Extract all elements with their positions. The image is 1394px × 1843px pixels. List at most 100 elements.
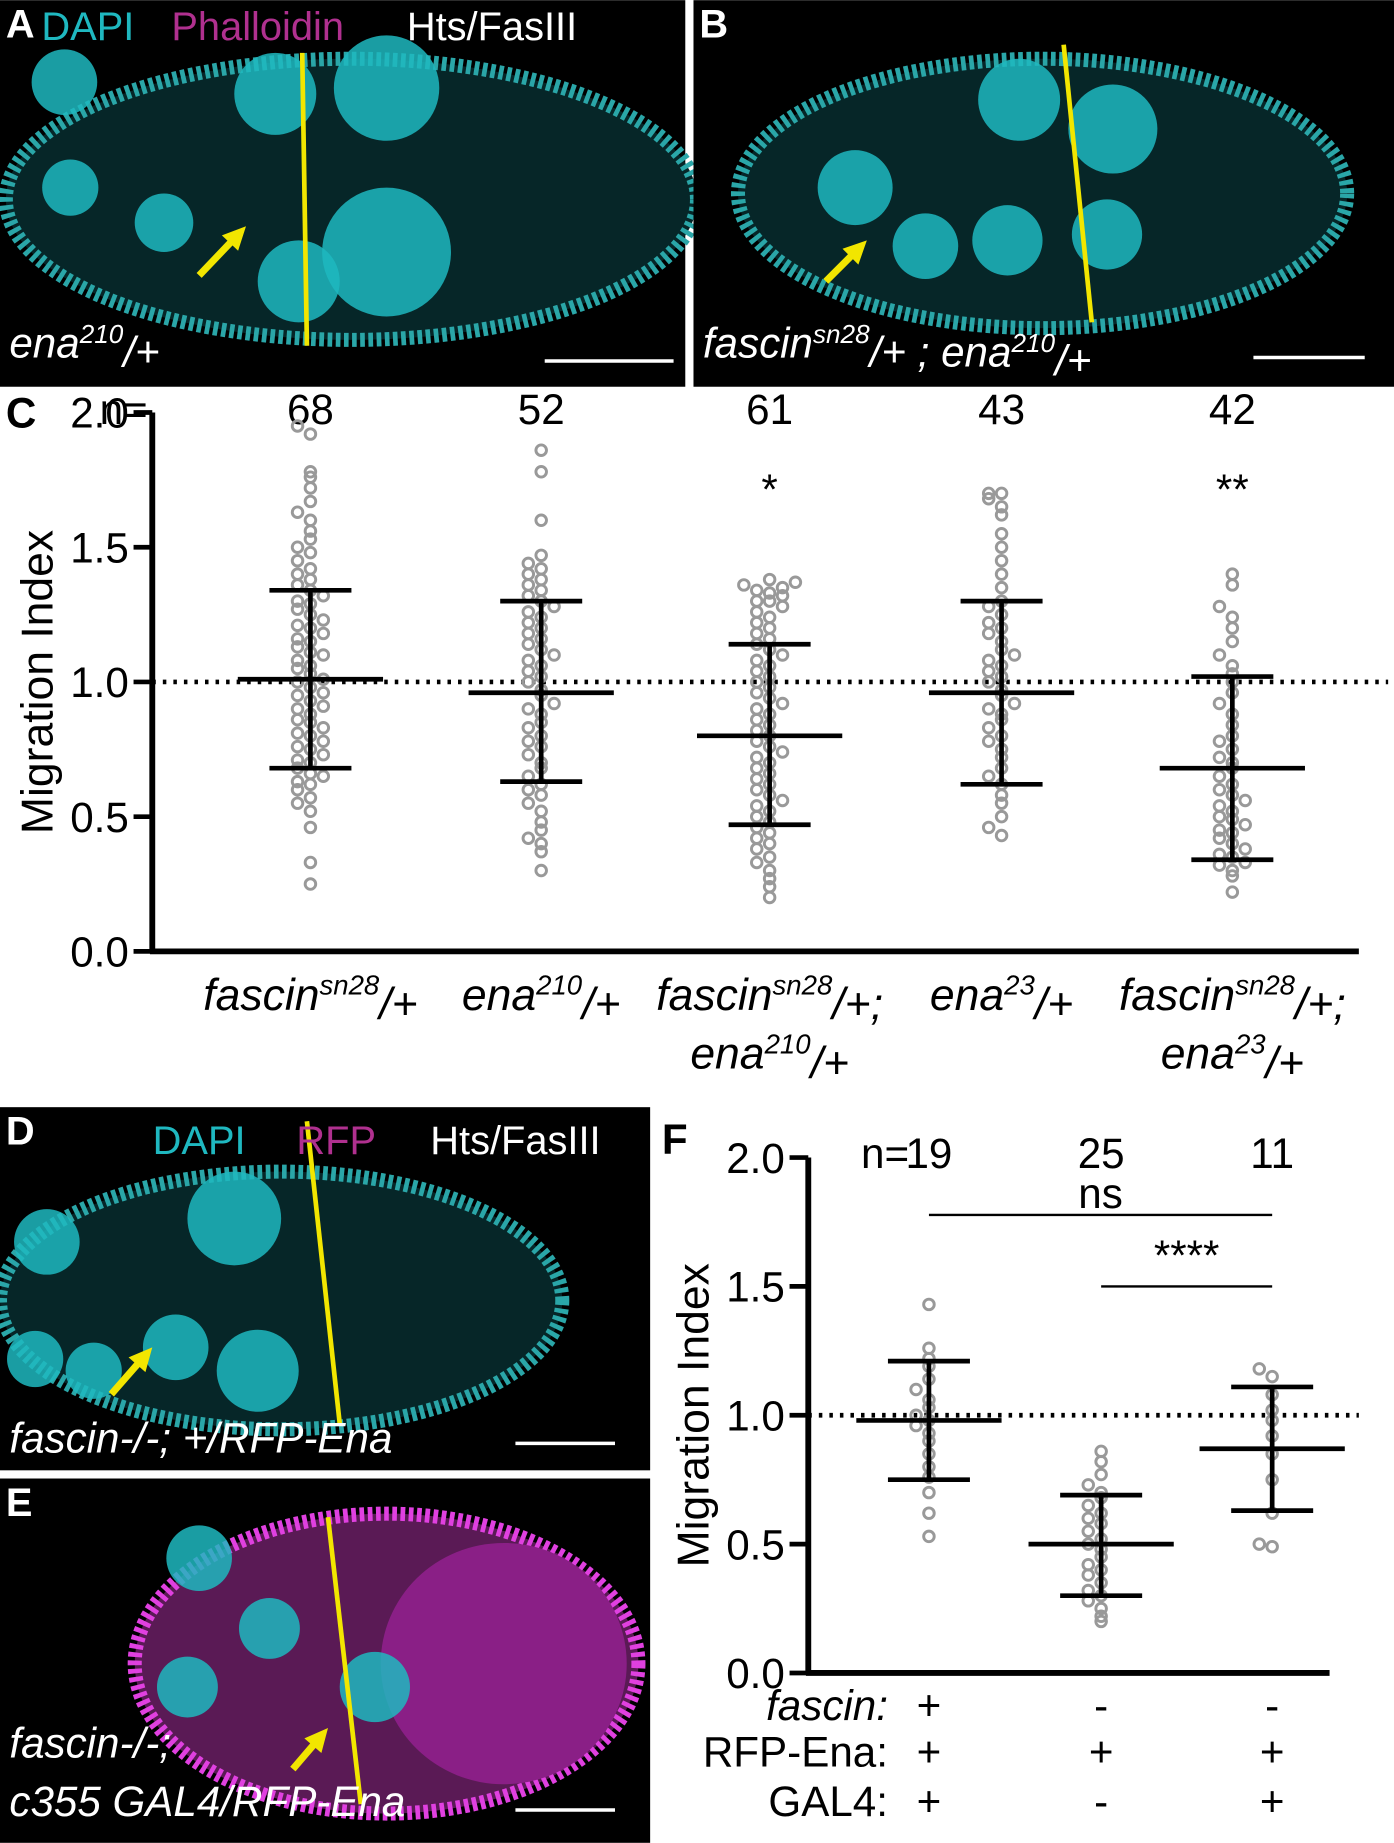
panel-letter: B <box>699 3 728 47</box>
genotype-cell: + <box>917 1682 942 1729</box>
data-point <box>547 648 561 662</box>
panel-letter: C <box>6 390 36 437</box>
superscript: sn28 <box>319 970 379 1001</box>
data-point <box>303 470 318 484</box>
data-point <box>534 513 548 528</box>
data-point <box>750 855 764 870</box>
text-part: ena <box>1161 1030 1235 1079</box>
text-part: fascin-/-; +/RFP-Ena <box>9 1415 392 1462</box>
superscript: 210 <box>79 319 124 349</box>
data-point <box>534 443 548 457</box>
stain-label: Hts/FasIII <box>430 1119 600 1163</box>
data-point <box>534 836 548 851</box>
comparison-label: **** <box>1154 1232 1220 1279</box>
text-part: /+ <box>120 328 159 375</box>
data-point <box>775 588 790 603</box>
row-label: RFP-Ena: <box>703 1729 888 1776</box>
data-point <box>290 712 305 727</box>
superscript: sn28 <box>772 970 832 1001</box>
data-point <box>762 871 777 886</box>
data-point <box>762 890 777 905</box>
arrow-head <box>128 1347 153 1373</box>
data-point <box>316 648 331 662</box>
data-point <box>1212 750 1227 765</box>
label-text: ena23/+ <box>930 970 1073 1029</box>
label-text: fascinsn28/+ <box>203 970 417 1029</box>
arrow-head <box>221 226 246 251</box>
data-point <box>750 664 764 678</box>
data-point <box>290 419 305 433</box>
data-point <box>1007 696 1022 711</box>
text-part: fascin <box>1119 971 1235 1020</box>
position-line <box>299 52 310 346</box>
text-part: /+ ; ena <box>867 328 1012 375</box>
data-point <box>981 769 996 783</box>
stain-label: Hts/FasIII <box>407 5 577 49</box>
data-point <box>290 782 305 797</box>
data-point <box>521 664 536 678</box>
n-value: 61 <box>746 386 793 433</box>
data-point <box>290 618 305 633</box>
data-point <box>981 653 996 668</box>
data-point <box>521 831 536 845</box>
y-tick-label: 1.0 <box>70 659 129 706</box>
y-tick-label: 2.0 <box>70 390 129 437</box>
data-point <box>534 788 548 802</box>
stain-label: Phalloidin <box>171 5 344 49</box>
data-point <box>775 745 790 759</box>
data-point <box>1225 863 1240 878</box>
data-point <box>521 626 536 641</box>
nucleus <box>7 1330 64 1388</box>
data-point <box>994 580 1009 595</box>
text-part: /+ <box>1263 1039 1304 1088</box>
superscript: sn28 <box>1235 970 1295 1001</box>
data-point <box>521 578 536 592</box>
y-tick-label: 1.5 <box>70 524 129 571</box>
data-point <box>981 702 996 716</box>
genotype-cell: - <box>1265 1682 1279 1729</box>
data-point <box>521 615 536 630</box>
genotype-cell: - <box>1094 1778 1108 1825</box>
data-point <box>994 540 1009 554</box>
data-point <box>981 820 996 835</box>
data-point <box>750 702 764 716</box>
data-point <box>521 796 536 810</box>
stain-label: RFP <box>296 1119 376 1163</box>
y-axis-title: Migration Index <box>14 530 63 834</box>
data-point <box>316 747 331 762</box>
data-point <box>534 583 548 598</box>
position-line <box>304 1120 343 1424</box>
text-part: fascin <box>703 319 813 366</box>
significance: * <box>761 466 777 513</box>
data-point <box>303 777 318 792</box>
data-point <box>750 653 764 668</box>
text-part: fascin <box>203 971 319 1020</box>
data-point <box>1238 842 1252 856</box>
stain-label: DAPI <box>153 1119 246 1163</box>
data-point <box>290 661 305 676</box>
comparison-label: ns <box>1078 1170 1123 1217</box>
data-point <box>534 548 548 563</box>
data-point <box>521 782 536 797</box>
data-point <box>994 500 1009 514</box>
n-value: 11 <box>1250 1130 1294 1177</box>
data-point <box>1007 648 1022 662</box>
data-point <box>534 465 548 479</box>
data-point <box>994 828 1009 843</box>
data-point <box>981 615 996 630</box>
data-point <box>316 613 331 627</box>
data-point <box>534 823 548 837</box>
data-point <box>290 688 305 703</box>
data-point <box>290 640 305 654</box>
data-point <box>788 575 803 589</box>
data-point <box>750 831 764 845</box>
position-line <box>1061 44 1095 323</box>
y-axis-title: Migration Index <box>670 1263 719 1567</box>
stain-label: DAPI <box>41 5 134 49</box>
data-point <box>521 556 536 571</box>
data-point <box>521 653 536 668</box>
data-point <box>290 553 305 568</box>
egg-chamber <box>730 51 1355 336</box>
nucleus <box>972 205 1043 276</box>
data-point <box>981 491 996 506</box>
